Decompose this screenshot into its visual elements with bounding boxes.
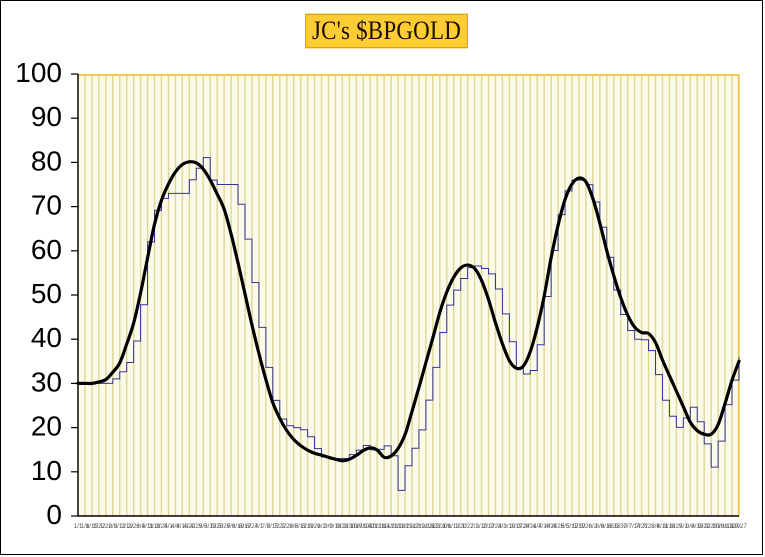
svg-text:70: 70: [31, 190, 62, 221]
svg-text:80: 80: [31, 145, 62, 176]
svg-text:90: 90: [31, 101, 62, 132]
svg-text:10: 10: [31, 455, 62, 486]
svg-text:0: 0: [46, 499, 62, 530]
svg-text:40: 40: [31, 322, 62, 353]
svg-text:30: 30: [31, 366, 62, 397]
svg-text:60: 60: [31, 234, 62, 265]
svg-text:20: 20: [31, 411, 62, 442]
svg-text:50: 50: [31, 278, 62, 309]
svg-text:100: 100: [15, 57, 62, 88]
svg-text:10/27: 10/27: [731, 523, 747, 530]
